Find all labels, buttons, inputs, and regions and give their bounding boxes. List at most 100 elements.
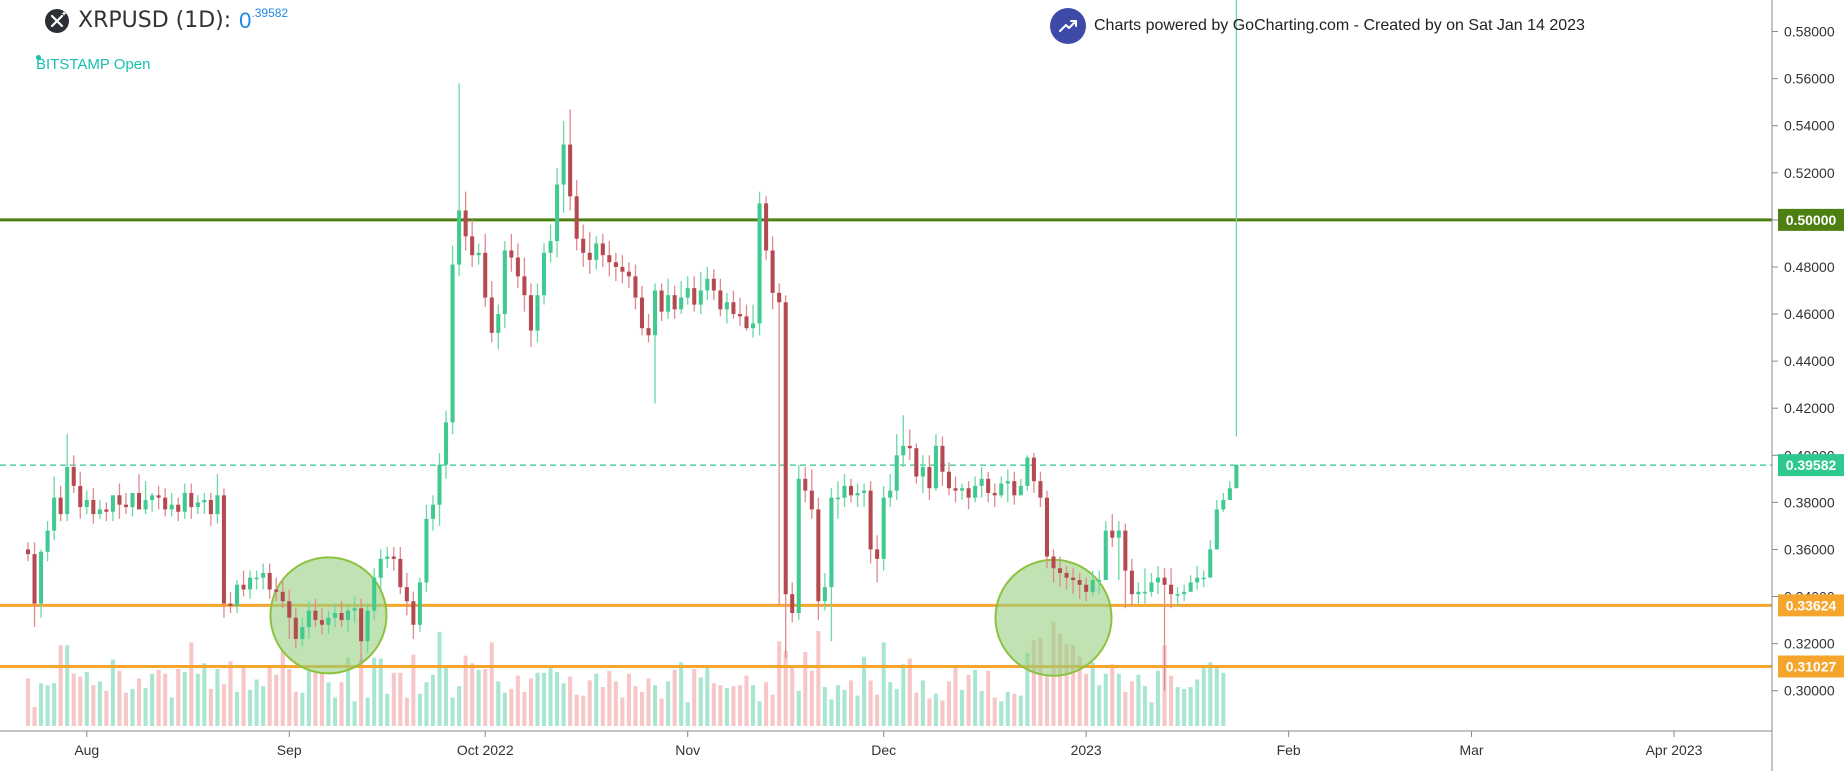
- volume-bar: [489, 642, 494, 726]
- volume-bar: [1044, 675, 1049, 726]
- candle-body: [84, 500, 89, 508]
- candle-body: [221, 495, 226, 604]
- volume-bar: [620, 697, 625, 726]
- candle-body: [450, 264, 455, 423]
- candle-body: [444, 422, 449, 465]
- current-price-tag: 0.39582: [1786, 457, 1837, 473]
- volume-bar: [790, 667, 795, 726]
- candle-body: [581, 238, 586, 253]
- volume-bar: [346, 657, 351, 726]
- candle-body: [927, 467, 932, 489]
- candle-body: [842, 485, 847, 498]
- chart-header: XRPUSD (1D): 0 .39582: [44, 6, 289, 34]
- volume-bar: [901, 664, 906, 726]
- candle-body: [920, 467, 925, 477]
- volume-bar: [855, 695, 860, 726]
- candle-body: [731, 302, 736, 315]
- volume-bar: [685, 702, 690, 726]
- x-tick-label: Dec: [871, 742, 896, 758]
- volume-bar: [463, 655, 468, 726]
- candle-body: [692, 288, 697, 305]
- candle-body: [1149, 582, 1154, 592]
- candle-body: [32, 554, 37, 604]
- volume-bar: [1077, 656, 1082, 726]
- candle-body: [711, 278, 716, 291]
- volume-bar: [646, 678, 651, 726]
- volume-bar: [352, 701, 357, 726]
- volume-bar: [515, 675, 520, 726]
- candle-body: [757, 203, 762, 324]
- volume-bar: [568, 676, 573, 726]
- candle-body: [352, 608, 357, 611]
- candle-body: [143, 500, 148, 510]
- volume-bar: [555, 671, 560, 726]
- candle-body: [555, 184, 560, 242]
- volume-bar: [1129, 681, 1134, 726]
- volume-bar: [444, 668, 449, 726]
- candle-body: [65, 467, 70, 515]
- candle-body: [848, 485, 854, 496]
- volume-bar: [45, 685, 50, 726]
- candle-body: [1175, 594, 1180, 596]
- candle-body: [476, 252, 481, 256]
- candle-body: [457, 210, 462, 265]
- volume-bar: [84, 671, 89, 726]
- candle-body: [822, 587, 827, 602]
- candle-body: [202, 500, 207, 503]
- volume-bar: [496, 681, 501, 726]
- volume-bar: [332, 697, 338, 726]
- candle-body: [770, 250, 775, 293]
- x-tick-label: Nov: [675, 742, 700, 758]
- candle-body: [1110, 530, 1115, 538]
- candle-body: [123, 504, 129, 508]
- volume-bar: [881, 642, 886, 726]
- candle-body: [862, 490, 867, 493]
- candle-body: [1031, 457, 1036, 482]
- candle-body: [326, 617, 331, 625]
- volume-bar: [672, 669, 677, 726]
- candle-body: [679, 297, 684, 310]
- trend-up-icon[interactable]: [1050, 8, 1086, 44]
- candle-body: [907, 445, 912, 449]
- volume-bar: [254, 679, 259, 726]
- volume-bar: [1188, 687, 1193, 726]
- candle-body: [607, 255, 612, 263]
- candle-body: [430, 504, 435, 519]
- candle-body: [1195, 577, 1200, 583]
- x-tick-label: Sep: [277, 742, 302, 758]
- volume-bar: [189, 642, 194, 726]
- candle-body: [346, 610, 351, 621]
- candle-body: [502, 250, 507, 315]
- volume-bar: [999, 701, 1004, 726]
- candle-body: [248, 577, 253, 590]
- candle-body: [509, 250, 514, 258]
- candle-body: [1208, 549, 1213, 578]
- volume-bar: [692, 669, 697, 726]
- volume-bar: [228, 661, 233, 726]
- volume-bar: [261, 686, 266, 726]
- candle-body: [1097, 580, 1102, 582]
- candle-body: [319, 620, 324, 625]
- level-price-tag: 0.33624: [1786, 597, 1837, 613]
- candle-body: [966, 488, 971, 498]
- volume-bar: [822, 687, 827, 726]
- volume-bar: [1110, 664, 1115, 726]
- candle-body: [91, 500, 96, 515]
- volume-bar: [509, 688, 514, 726]
- candle-body: [110, 495, 115, 512]
- candle-body: [1123, 530, 1128, 571]
- candle-body: [1012, 481, 1017, 496]
- volume-bar: [986, 670, 991, 726]
- candle-body: [254, 577, 259, 580]
- candle-body: [522, 276, 527, 296]
- candle-body: [672, 295, 677, 310]
- candle-body: [653, 290, 658, 336]
- candle-body: [541, 252, 547, 296]
- volume-bar: [731, 686, 736, 726]
- volume-bar: [32, 707, 37, 726]
- volume-bar: [457, 686, 462, 726]
- current-price-decimal: .39582: [251, 6, 289, 20]
- volume-bar: [718, 685, 723, 726]
